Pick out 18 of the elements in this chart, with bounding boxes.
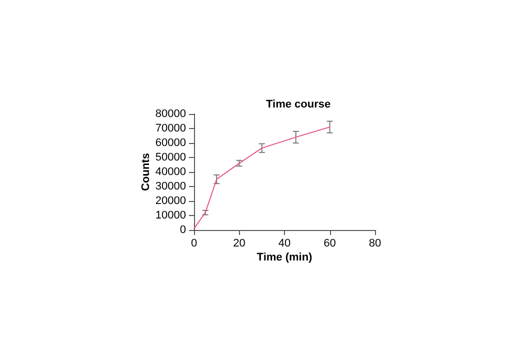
x-axis-title: Time (min) [256, 252, 313, 264]
y-tick-label: 80000 [155, 108, 186, 120]
y-tick-label: 60000 [155, 137, 186, 149]
y-tick-label: 50000 [155, 152, 186, 164]
x-tick-label: 20 [233, 238, 246, 250]
chart-title: Time course [266, 98, 331, 110]
y-tick-label: 70000 [155, 122, 186, 134]
y-tick-label: 30000 [155, 180, 186, 192]
x-tick-label: 60 [324, 238, 336, 250]
y-tick-label: 0 [180, 224, 186, 236]
y-tick-label: 20000 [155, 195, 186, 207]
x-tick-label: 80 [368, 238, 382, 250]
line-series [194, 126, 330, 230]
x-tick-label: 0 [190, 238, 198, 250]
x-tick-label: 40 [278, 238, 291, 250]
y-tick-label: 10000 [155, 210, 186, 222]
y-tick-label: 40000 [155, 166, 186, 178]
y-axis-title: Counts [140, 153, 152, 191]
